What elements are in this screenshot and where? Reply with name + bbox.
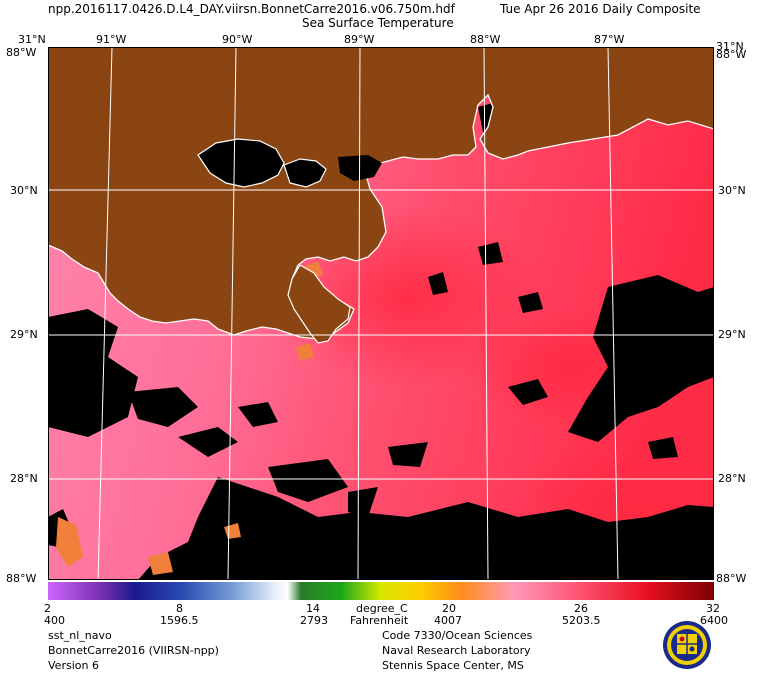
cloud-mask [48, 99, 714, 580]
corner-label-top-right: 31°N [716, 40, 744, 53]
version-label: Version 6 [48, 659, 99, 672]
tick-f: 2793 [300, 614, 328, 627]
lon-label: 90°W [222, 33, 253, 46]
lon-label: 88°W [470, 33, 501, 46]
corner-label-bottom-right: 88°W [716, 572, 747, 585]
cool-water-patches [56, 261, 323, 575]
lat-label-right: 29°N [718, 328, 746, 341]
org-name: Naval Research Laboratory [382, 644, 531, 657]
tick-f: 4007 [434, 614, 462, 627]
nrl-emblem-icon [663, 621, 711, 669]
tick-f: 400 [44, 614, 65, 627]
product-title: Sea Surface Temperature [302, 16, 454, 30]
unit-fahrenheit: Fahrenheit [350, 614, 409, 627]
graticule [48, 47, 714, 580]
org-code: Code 7330/Ocean Sciences [382, 629, 533, 642]
colorbar-gradient [48, 582, 714, 600]
lat-label-right: 28°N [718, 472, 746, 485]
tick-c: 20 [442, 602, 456, 615]
lat-label-left: 29°N [10, 328, 38, 341]
corner-label-right: 88°W [716, 48, 747, 61]
lat-label-left: 28°N [10, 472, 38, 485]
sst-map [48, 47, 714, 580]
org-location: Stennis Space Center, MS [382, 659, 524, 672]
tick-f: 6400 [700, 614, 728, 627]
unit-celsius: degree_C [356, 602, 408, 615]
composite-date: Tue Apr 26 2016 Daily Composite [500, 2, 701, 16]
corner-label-bottom-left: 88°W [6, 572, 37, 585]
tick-c: 14 [306, 602, 320, 615]
dataset-name: BonnetCarre2016 (VIIRSN-npp) [48, 644, 219, 657]
algorithm-name: sst_nl_navo [48, 629, 112, 642]
lon-label: 91°W [96, 33, 127, 46]
corner-label-left: 88°W [6, 46, 37, 59]
tick-f: 5203.5 [562, 614, 601, 627]
corner-label-top-left: 31°N [18, 33, 46, 46]
lake-borgne [283, 158, 327, 188]
lat-label-right: 30°N [718, 184, 746, 197]
tick-c: 2 [44, 602, 51, 615]
tick-c: 32 [706, 602, 720, 615]
lat-label-left: 30°N [10, 184, 38, 197]
tick-c: 26 [574, 602, 588, 615]
colorbar [48, 582, 714, 600]
lon-label: 87°W [594, 33, 625, 46]
river-delta [287, 264, 351, 344]
lon-label: 89°W [344, 33, 375, 46]
tick-c: 8 [176, 602, 183, 615]
tick-f: 1596.5 [160, 614, 199, 627]
land-mass [48, 47, 714, 340]
file-name: npp.2016117.0426.D.L4_DAY.viirsn.BonnetC… [48, 2, 455, 16]
map-border [48, 47, 714, 580]
